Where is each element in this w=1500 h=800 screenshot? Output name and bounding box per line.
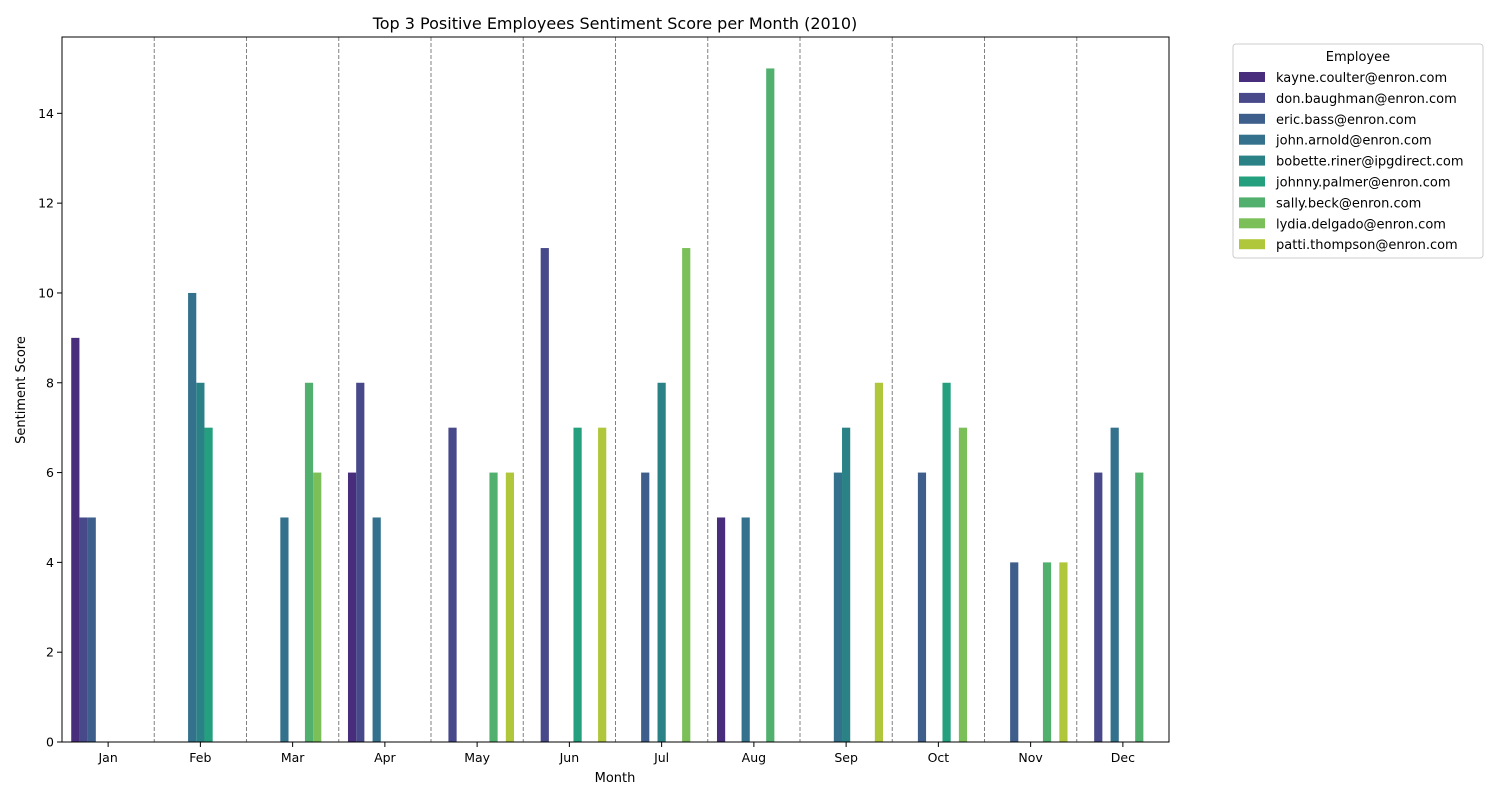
x-tick-label-oct: Oct: [928, 750, 950, 765]
bar-jan-2: [87, 517, 96, 742]
x-tick-label-may: May: [464, 750, 490, 765]
bar-jun-5: [573, 427, 582, 742]
bar-feb-4: [196, 382, 205, 742]
legend-items: kayne.coulter@enron.com don.baughman@enro…: [1239, 71, 1464, 253]
bar-dec-1: [1094, 472, 1103, 742]
x-tick-label-jun: Jun: [559, 750, 580, 765]
bar-jun-8: [598, 427, 607, 742]
legend-swatch-7: [1239, 218, 1265, 229]
chart-title: Top 3 Positive Employees Sentiment Score…: [372, 14, 858, 33]
legend-entry-8: patti.thompson@enron.com: [1276, 238, 1458, 253]
legend-entry-7: lydia.delgado@enron.com: [1276, 217, 1446, 232]
bar-jul-2: [641, 472, 650, 742]
legend-swatch-6: [1239, 197, 1265, 208]
bar-oct-5: [942, 382, 951, 742]
legend-swatch-3: [1239, 134, 1265, 145]
x-tick-label-aug: Aug: [742, 750, 766, 765]
bar-sep-3: [833, 472, 843, 742]
x-tick-label-feb: Feb: [189, 750, 211, 765]
legend-title: Employee: [1326, 50, 1390, 65]
x-tick-label-sep: Sep: [834, 750, 858, 765]
bar-dec-3: [1110, 427, 1119, 742]
legend-entry-0: kayne.coulter@enron.com: [1276, 71, 1447, 86]
bar-jan-1: [79, 517, 88, 742]
x-tick-label-apr: Apr: [374, 750, 396, 765]
y-tick-label: 12: [38, 196, 54, 211]
plot-area: [71, 37, 1144, 743]
y-tick-label: 6: [46, 465, 54, 480]
x-tick-label-jan: Jan: [97, 750, 117, 765]
bar-sep-4: [842, 427, 851, 742]
x-tick-label-jul: Jul: [653, 750, 669, 765]
bar-nov-2: [1010, 562, 1019, 742]
legend-swatch-8: [1239, 239, 1265, 250]
bar-mar-7: [313, 472, 322, 742]
legend-swatch-0: [1239, 72, 1265, 82]
bar-apr-3: [372, 517, 381, 742]
legend-entry-5: johnny.palmer@enron.com: [1275, 176, 1450, 191]
legend-entry-4: bobette.riner@ipgdirect.com: [1276, 155, 1464, 170]
bar-oct-7: [958, 427, 968, 742]
legend-entry-6: sally.beck@enron.com: [1276, 196, 1421, 211]
bar-jun-1: [540, 248, 549, 742]
bar-apr-0: [347, 472, 357, 742]
legend-swatch-2: [1239, 113, 1265, 124]
bar-jul-4: [657, 382, 666, 742]
bar-mar-6: [304, 382, 314, 742]
bar-jan-0: [71, 337, 80, 742]
bar-aug-6: [766, 68, 775, 743]
x-tick-label-mar: Mar: [281, 750, 305, 765]
bar-nov-8: [1059, 562, 1068, 742]
bar-aug-0: [716, 517, 726, 742]
y-axis: 0 2 4 6 8 10 12 14: [38, 106, 62, 750]
x-axis-label: Month: [595, 771, 636, 786]
y-tick-label: 10: [38, 285, 54, 300]
y-tick-label: 8: [46, 375, 54, 390]
bar-sep-8: [874, 382, 884, 742]
x-axis: Jan Feb Mar Apr May Jun Jul Aug Sep Oct Nov Dec: [97, 742, 1135, 765]
y-tick-label: 14: [38, 106, 54, 121]
bar-aug-3: [741, 517, 750, 742]
legend: Employee kayne.coulter@enron.com don.baug…: [1232, 43, 1484, 259]
x-tick-label-nov: Nov: [1018, 750, 1043, 765]
legend-entry-3: john.arnold@enron.com: [1275, 134, 1432, 149]
y-tick-label: 4: [46, 555, 54, 570]
x-tick-label-dec: Dec: [1111, 750, 1135, 765]
bar-may-1: [448, 427, 457, 742]
bar-feb-3: [188, 292, 197, 742]
plot-frame: [61, 36, 1170, 743]
legend-swatch-4: [1239, 155, 1265, 166]
bar-nov-6: [1042, 562, 1052, 742]
bar-feb-5: [204, 427, 213, 742]
legend-swatch-5: [1239, 176, 1265, 187]
bar-dec-6: [1135, 472, 1144, 742]
legend-entry-1: don.baughman@enron.com: [1276, 92, 1457, 107]
y-axis-label: Sentiment Score: [14, 336, 29, 444]
y-tick-label: 2: [46, 645, 54, 660]
bar-mar-3: [280, 517, 289, 742]
bar-apr-1: [356, 382, 365, 742]
legend-entry-2: eric.bass@enron.com: [1276, 113, 1416, 128]
bar-may-6: [489, 472, 498, 742]
bar-oct-2: [917, 472, 927, 742]
legend-box: [1232, 43, 1484, 259]
bar-may-8: [505, 472, 515, 742]
legend-swatch-1: [1239, 92, 1265, 103]
y-tick-label: 0: [46, 735, 54, 750]
bar-jul-7: [682, 248, 691, 742]
